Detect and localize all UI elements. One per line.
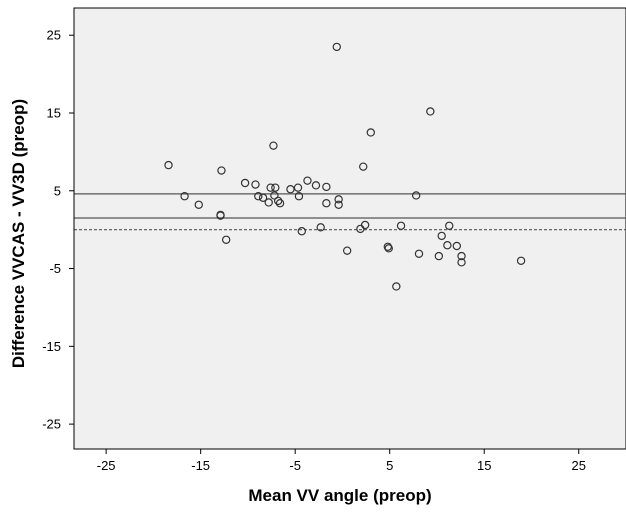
data-point (414, 249, 424, 258)
data-point (293, 183, 303, 192)
data-points (164, 42, 526, 291)
data-point (303, 176, 312, 185)
data-point (516, 256, 526, 265)
data-point (392, 282, 401, 291)
data-point (342, 246, 352, 255)
data-point (434, 251, 444, 261)
data-point (383, 242, 393, 251)
data-point (457, 251, 466, 261)
axes: -25 -15 -5 5 15 25 25 15 5 -5 -15 -25 (42, 8, 626, 473)
data-point (426, 107, 435, 116)
data-point (194, 200, 203, 209)
y-axis-title: Difference VVCAS - VV3D (preop) (9, 99, 28, 368)
y-tick-label: 5 (54, 183, 61, 198)
x-tick-label: -5 (289, 458, 301, 473)
data-point (322, 182, 331, 192)
data-point (254, 192, 263, 201)
data-point (457, 258, 466, 267)
data-point (273, 196, 283, 206)
data-point (316, 223, 325, 232)
x-tick-label: -25 (97, 458, 116, 473)
data-point (366, 128, 375, 137)
data-point (266, 183, 275, 192)
data-point (334, 200, 343, 209)
y-tick-label: -15 (42, 339, 61, 354)
data-point (297, 227, 306, 236)
data-point (359, 162, 368, 171)
data-point (332, 42, 341, 52)
data-point (437, 231, 446, 241)
data-point (264, 198, 273, 207)
x-tick-label: -15 (191, 458, 210, 473)
data-point (322, 199, 331, 208)
x-tick-label: 15 (477, 458, 491, 473)
data-point (294, 192, 304, 201)
data-point (411, 191, 421, 200)
data-point (216, 211, 225, 220)
data-point (240, 178, 250, 188)
x-tick-label: 5 (386, 458, 393, 473)
y-tick-label: 15 (47, 106, 61, 121)
data-point (452, 241, 462, 251)
x-axis-title: Mean VV angle (preop) (248, 486, 431, 505)
y-tick-label: -5 (49, 261, 61, 276)
data-point (334, 195, 343, 204)
plot-area (73, 7, 626, 450)
data-point (443, 241, 452, 250)
data-point (180, 192, 189, 201)
data-point (384, 244, 393, 253)
reference-lines (74, 193, 626, 231)
data-point (221, 235, 231, 244)
data-point (445, 221, 454, 230)
data-point (164, 160, 173, 170)
data-point (271, 183, 280, 192)
data-point (286, 185, 295, 194)
data-point (275, 199, 285, 208)
data-point (311, 181, 321, 190)
data-point (217, 166, 226, 175)
data-point (270, 191, 279, 200)
x-tick-label: 25 (572, 458, 586, 473)
data-point (251, 180, 260, 189)
data-point (258, 193, 268, 202)
y-tick-label: -25 (42, 417, 61, 432)
y-tick-label: 25 (47, 28, 61, 43)
data-point (360, 220, 370, 230)
data-point (269, 141, 278, 150)
data-point (396, 221, 406, 230)
